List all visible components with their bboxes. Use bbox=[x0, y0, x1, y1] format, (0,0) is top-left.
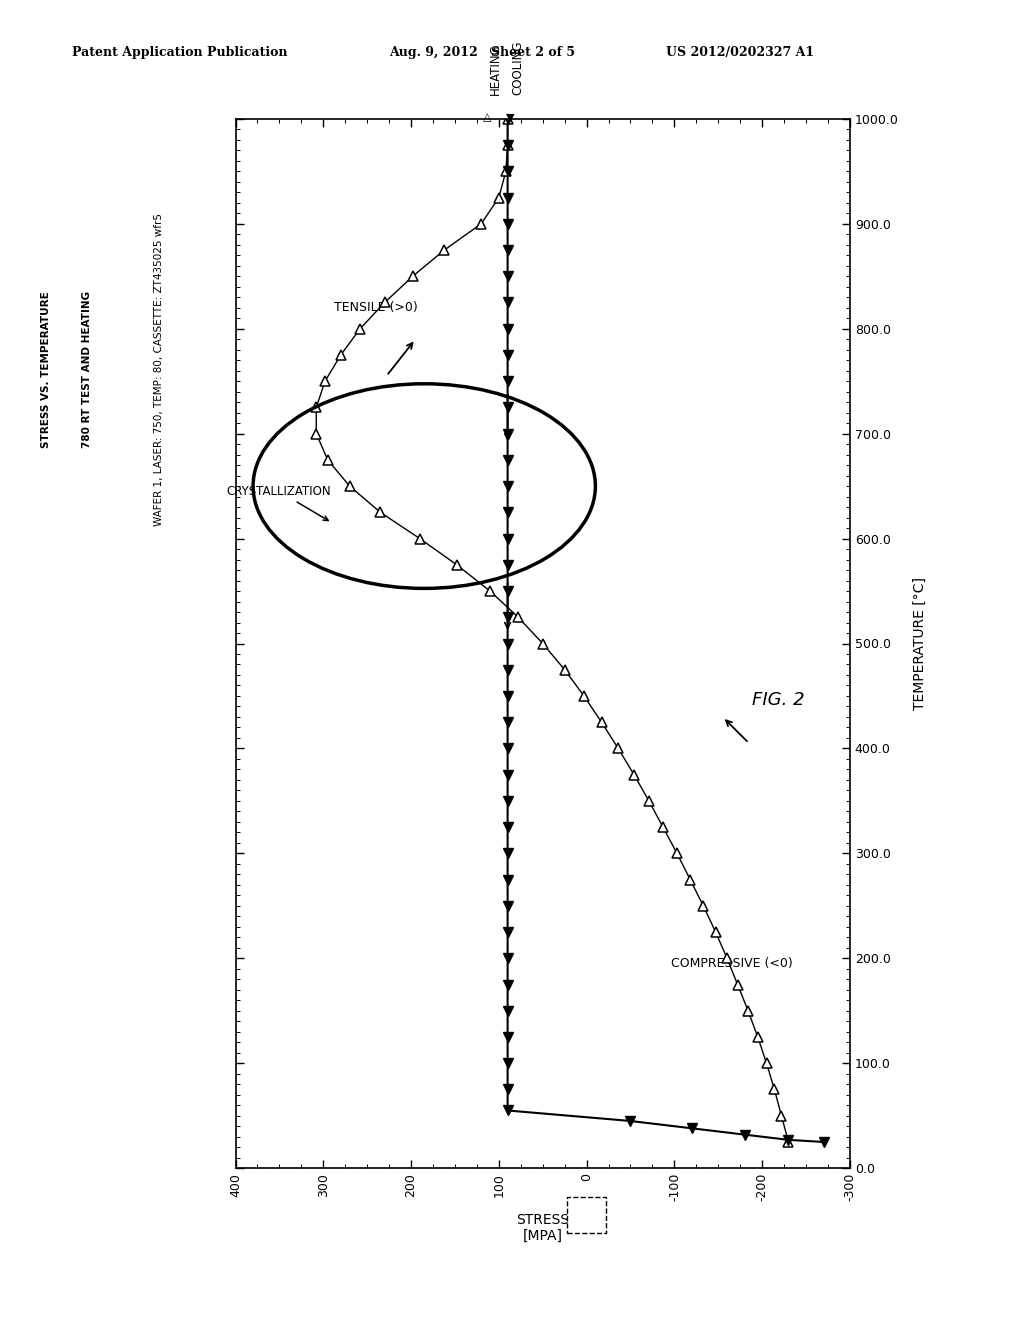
Y-axis label: TEMPERATURE [°C]: TEMPERATURE [°C] bbox=[912, 577, 927, 710]
Text: ▼: ▼ bbox=[507, 112, 515, 123]
Text: △: △ bbox=[483, 112, 492, 123]
X-axis label: STRESS
[MPA]: STRESS [MPA] bbox=[516, 1213, 569, 1242]
Text: US 2012/0202327 A1: US 2012/0202327 A1 bbox=[666, 46, 814, 59]
Text: 780 RT TEST AND HEATING: 780 RT TEST AND HEATING bbox=[82, 290, 92, 449]
Text: STRESS VS. TEMPERATURE: STRESS VS. TEMPERATURE bbox=[41, 292, 51, 447]
Text: COMPRESSIVE (<0): COMPRESSIVE (<0) bbox=[671, 957, 793, 970]
Text: WAFER 1, LASER: 750, TEMP: 80, CASSETTE: ZT435025 wfr5: WAFER 1, LASER: 750, TEMP: 80, CASSETTE:… bbox=[154, 213, 164, 527]
Text: Patent Application Publication: Patent Application Publication bbox=[72, 46, 287, 59]
Text: CRYSTALLIZATION: CRYSTALLIZATION bbox=[226, 484, 332, 520]
Text: TENSILE (>0): TENSILE (>0) bbox=[334, 301, 418, 314]
Text: HEATING: HEATING bbox=[488, 44, 502, 95]
Text: Aug. 9, 2012   Sheet 2 of 5: Aug. 9, 2012 Sheet 2 of 5 bbox=[389, 46, 575, 59]
Text: COOLING: COOLING bbox=[511, 41, 524, 95]
Text: FIG. 2: FIG. 2 bbox=[752, 690, 805, 709]
